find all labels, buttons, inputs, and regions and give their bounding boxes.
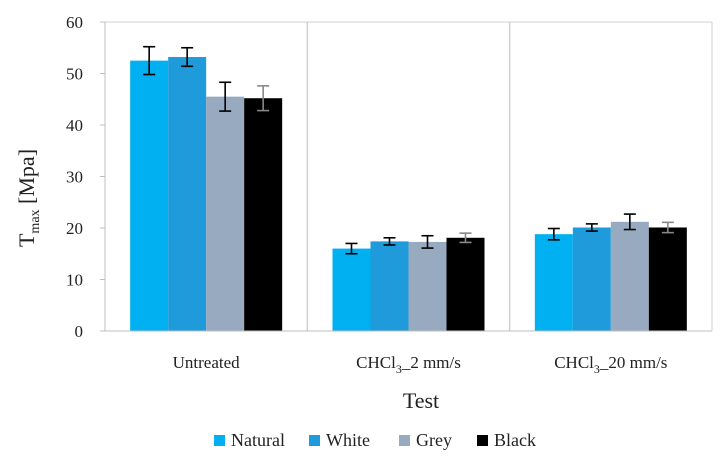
bar (370, 241, 409, 331)
bar (610, 221, 649, 331)
bar (446, 237, 485, 331)
legend-label: Natural (231, 430, 285, 450)
y-tick-label: 0 (75, 322, 84, 341)
error-bars-layer (143, 45, 674, 255)
bar (332, 248, 371, 331)
bar (534, 234, 573, 331)
legend-swatch (477, 435, 488, 446)
x-category-label: CHCl3_20 mm/s (554, 353, 667, 376)
axis-layer: 0 10 20 30 40 50 60 Untreated CHCl3_2 mm/s CHCl3_… (66, 13, 712, 376)
y-axis-title-sub: max (28, 209, 43, 233)
bar (408, 241, 447, 331)
bar (648, 227, 687, 331)
grid-layer (105, 21, 713, 331)
y-tick-label: 60 (66, 13, 83, 32)
y-tick-label: 40 (66, 116, 83, 135)
x-axis-title: Test (403, 388, 439, 413)
legend-swatch (309, 435, 320, 446)
legend: Natural White Grey Black (214, 430, 536, 450)
legend-label: White (326, 430, 370, 450)
bar (168, 57, 207, 332)
legend-swatch (214, 435, 225, 446)
y-tick-label: 20 (66, 219, 83, 238)
y-tick-label: 10 (66, 271, 83, 290)
legend-label: Black (494, 430, 536, 450)
bar (206, 96, 245, 331)
y-axis-title: Tmax [Mpa] (14, 149, 43, 247)
legend-label: Grey (416, 430, 452, 450)
bars-layer (130, 57, 687, 332)
y-axis-title-main: T (14, 233, 39, 247)
y-tick-label: 50 (66, 65, 83, 84)
bar (244, 98, 283, 331)
y-tick-label: 30 (66, 168, 83, 187)
legend-swatch (399, 435, 410, 446)
y-axis-title-rest: [Mpa] (14, 149, 39, 209)
x-category-label: Untreated (173, 353, 241, 372)
bar (572, 227, 611, 331)
bar (130, 60, 169, 331)
x-category-label: CHCl3_2 mm/s (356, 353, 461, 376)
